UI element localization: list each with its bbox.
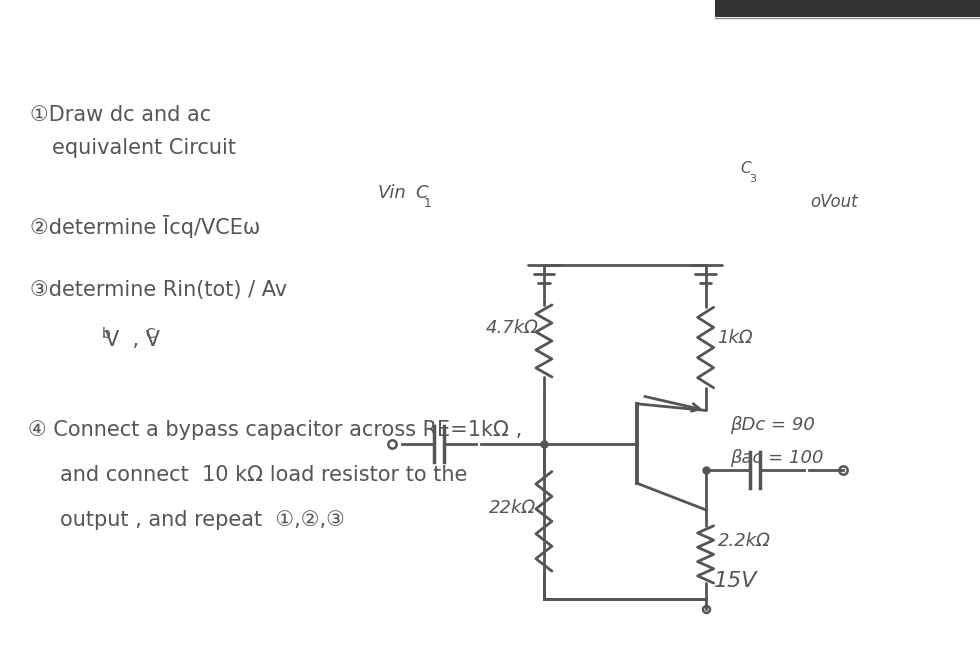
Text: and connect  10 kΩ load resistor to the: and connect 10 kΩ load resistor to the — [60, 465, 467, 485]
Text: 1: 1 — [424, 197, 432, 210]
Text: ②determine Īcq/VCEω: ②determine Īcq/VCEω — [30, 215, 261, 238]
Text: 22kΩ: 22kΩ — [489, 499, 536, 517]
Text: C: C — [145, 327, 155, 341]
Text: C: C — [415, 184, 427, 202]
Text: ④ Connect a bypass capacitor across RE=1kΩ ,: ④ Connect a bypass capacitor across RE=1… — [28, 420, 522, 440]
Text: ③determine Rin(tot) / Av: ③determine Rin(tot) / Av — [30, 280, 287, 300]
Text: 4.7kΩ: 4.7kΩ — [486, 319, 539, 337]
Text: b: b — [102, 327, 111, 341]
Text: βac = 100: βac = 100 — [730, 449, 823, 467]
Bar — [715, 0, 980, 17]
Text: 2.2kΩ: 2.2kΩ — [717, 532, 770, 550]
Text: equivalent Circuit: equivalent Circuit — [52, 138, 236, 158]
Text: ①Draw dc and ac: ①Draw dc and ac — [30, 105, 212, 125]
Text: 15V: 15V — [713, 571, 758, 591]
Text: Vin: Vin — [378, 184, 407, 202]
Text: output , and repeat  ①,②,③: output , and repeat ①,②,③ — [60, 510, 345, 530]
Text: 3: 3 — [749, 174, 756, 184]
Text: 1kΩ: 1kΩ — [717, 328, 754, 346]
Text: oVout: oVout — [810, 193, 858, 211]
Text: V  , V: V , V — [105, 330, 160, 350]
Text: C: C — [740, 161, 751, 176]
Text: βDc = 90: βDc = 90 — [730, 416, 815, 434]
